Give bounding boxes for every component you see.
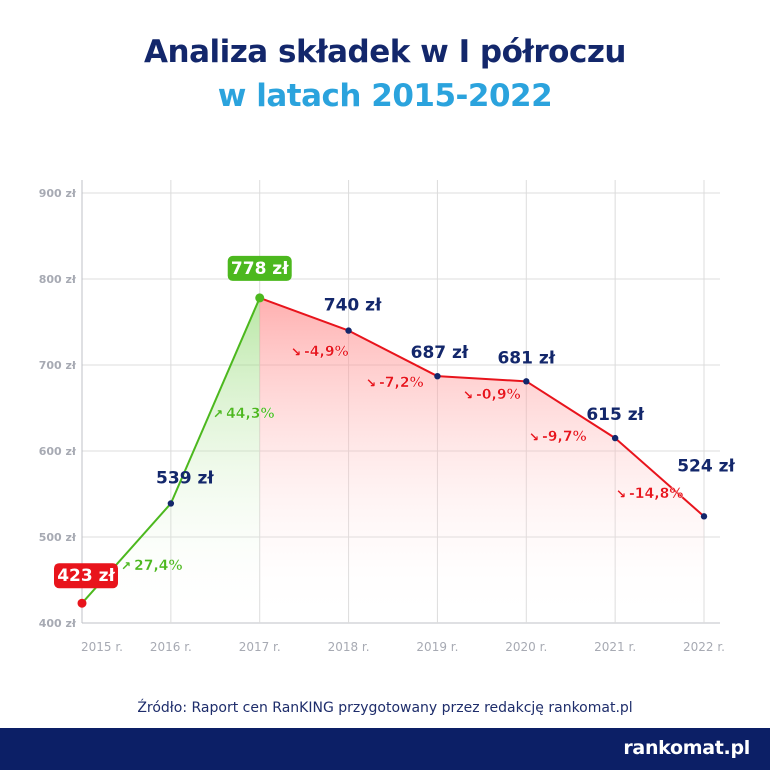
y-tick-label: 600 zł — [39, 445, 77, 458]
chart-title-line1: Analiza składek w I półroczu — [144, 34, 626, 70]
y-tick-label: 900 zł — [39, 187, 77, 200]
y-tick-label: 500 zł — [39, 531, 77, 544]
arrow-down-right-icon: ↘ — [366, 376, 376, 390]
source-note: Źródło: Raport cen RanKING przygotowany … — [137, 700, 633, 716]
x-tick-label: 2020 r. — [505, 640, 547, 654]
series-segment — [437, 375, 527, 383]
change-label: 27,4% — [134, 558, 183, 574]
value-badge — [54, 563, 118, 589]
x-tick-label: 2017 r. — [239, 640, 281, 654]
line-chart: 400 zł 500 zł 600 zł 700 zł 800 zł 900 zł 2015… — [39, 180, 735, 654]
growth-area — [82, 297, 260, 623]
rankomat-logo[interactable]: rankomat.pl — [623, 737, 750, 759]
logo-text: rankomat.pl — [623, 737, 750, 759]
value-label: 740 zł — [324, 296, 382, 316]
series-segment — [614, 437, 705, 518]
value-badge — [227, 255, 292, 281]
x-tick-label: 2019 r. — [416, 640, 458, 654]
data-point — [345, 327, 352, 334]
series-segment — [348, 329, 438, 378]
arrow-down-right-icon: ↘ — [463, 388, 473, 402]
change-label: -0,9% — [476, 387, 521, 403]
change-label: -7,2% — [379, 375, 424, 391]
arrow-down-right-icon: ↘ — [616, 487, 626, 501]
y-tick-label: 800 zł — [39, 273, 77, 286]
value-label: 524 zł — [677, 456, 735, 476]
data-point — [167, 500, 175, 507]
arrow-down-right-icon: ↘ — [291, 345, 301, 359]
change-label: -9,7% — [542, 429, 587, 445]
arrow-up-right-icon: ↗ — [121, 559, 131, 573]
data-point — [700, 513, 708, 520]
value-label: 681 zł — [497, 348, 555, 368]
value-label: 687 zł — [411, 343, 469, 363]
arrow-down-right-icon: ↘ — [529, 430, 539, 444]
value-label: 539 zł — [156, 468, 214, 488]
value-label: 778 zł — [231, 259, 289, 279]
label-layer: 423 zł 539 zł 778 zł 740 zł 687 zł 681 zł 615 … — [54, 255, 735, 589]
x-tick-label: 2021 r. — [594, 640, 636, 654]
x-tick-label: 2018 r. — [328, 640, 370, 654]
x-tick-label: 2022 r. — [683, 640, 725, 654]
series-segment — [169, 297, 261, 504]
data-point — [434, 372, 441, 380]
arrow-up-right-icon: ↗ — [213, 407, 223, 421]
change-label: 44,3% — [226, 406, 275, 422]
value-label: 615 zł — [586, 405, 644, 425]
footer-bar: rankomat.pl — [0, 728, 770, 770]
data-point — [77, 598, 87, 608]
x-tick-label: 2015 r. — [81, 640, 123, 654]
area-layer — [82, 297, 704, 623]
series-segment — [525, 380, 616, 439]
y-tick-label: 700 zł — [39, 359, 77, 372]
data-point — [611, 434, 619, 442]
data-point — [255, 293, 265, 303]
y-tick-label: 400 zł — [39, 617, 77, 630]
change-label: -4,9% — [304, 344, 349, 360]
x-tick-label: 2016 r. — [150, 640, 192, 654]
change-label: -14,8% — [629, 486, 683, 502]
series-segment — [259, 296, 349, 332]
decline-area — [259, 297, 704, 623]
chart-title-line2: w latach 2015-2022 — [217, 78, 553, 114]
value-label: 423 zł — [57, 566, 115, 586]
data-point — [523, 378, 530, 385]
